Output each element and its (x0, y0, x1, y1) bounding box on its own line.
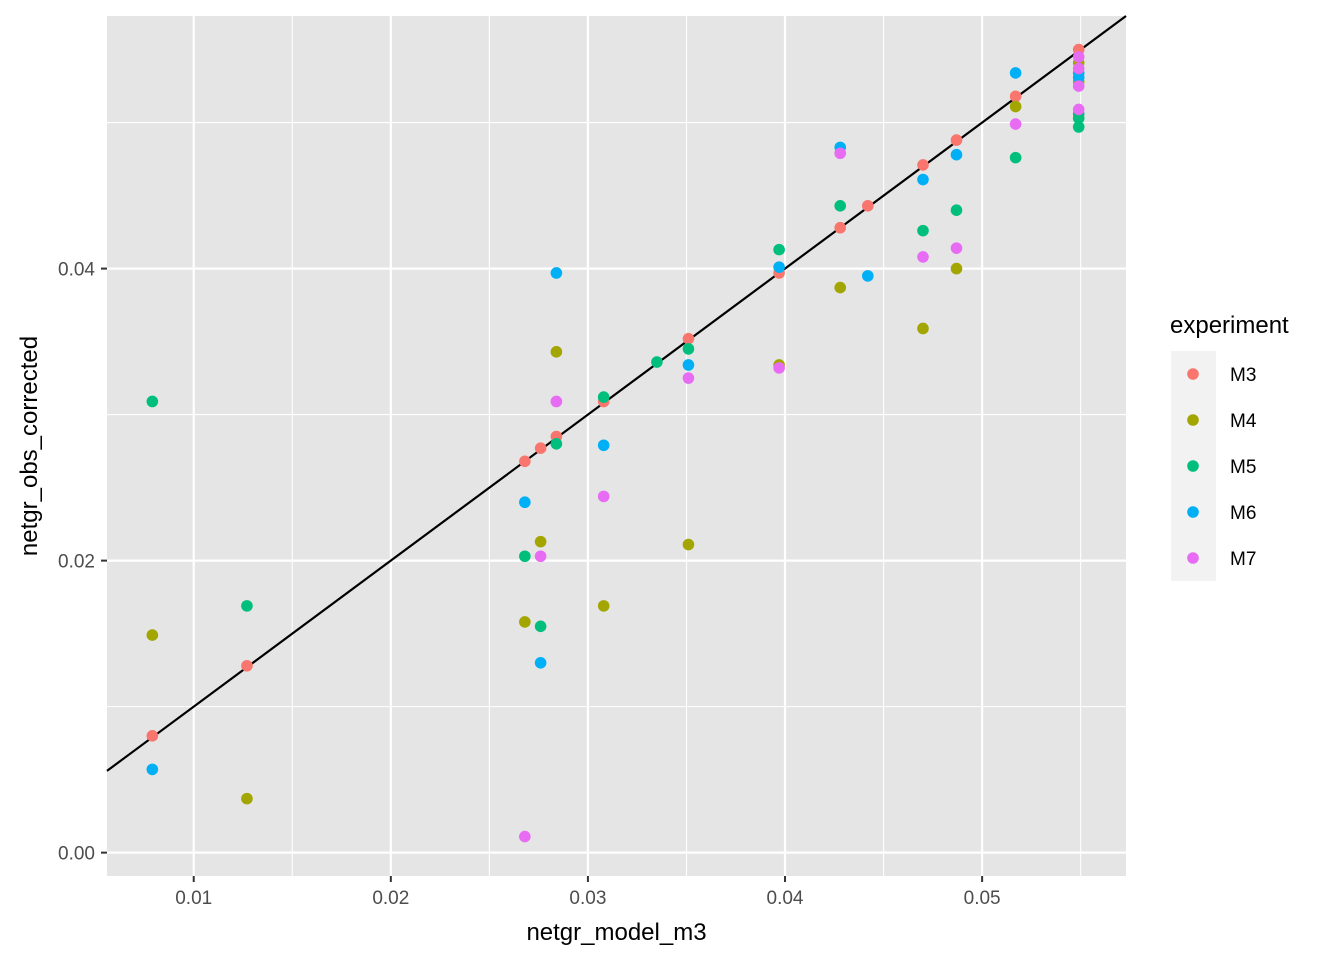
data-point-m5 (550, 438, 563, 450)
minor-gridlines (107, 16, 1126, 876)
data-point-m7 (1072, 62, 1085, 75)
plot-panel (107, 16, 1126, 876)
data-point-m5 (1009, 151, 1022, 164)
x-axis-title: netgr_model_m3 (526, 919, 706, 946)
data-point-m6 (682, 359, 695, 371)
data-point-m4 (550, 346, 563, 358)
data-point-m6 (950, 148, 963, 161)
data-point-m7 (1072, 80, 1085, 92)
data-point-m3 (950, 134, 963, 146)
data-point-m4 (834, 281, 847, 294)
data-point-m5 (146, 395, 159, 408)
data-point-m6 (146, 763, 159, 776)
legend-label-m5: M5 (1230, 457, 1256, 478)
data-points (146, 43, 1085, 843)
data-point-m4 (1009, 100, 1022, 113)
data-point-m6 (534, 657, 547, 669)
data-point-m6 (597, 439, 610, 452)
x-tick-label: 0.05 (964, 888, 1001, 909)
data-point-m5 (773, 243, 785, 256)
legend-label-m3: M3 (1230, 365, 1256, 386)
x-tick-label: 0.04 (767, 888, 804, 909)
x-axis: 0.01 0.02 0.03 0.04 0.05 (175, 876, 1001, 909)
data-point-m5 (534, 620, 547, 633)
legend: experiment M3 M4 M5 M6 M7 (1170, 312, 1289, 581)
data-point-m7 (597, 490, 610, 503)
data-point-m4 (241, 792, 253, 805)
data-point-m7 (1009, 118, 1022, 130)
data-point-m7 (1072, 51, 1085, 63)
data-point-m3 (534, 442, 547, 454)
data-point-m3 (519, 455, 531, 468)
y-axis-title: netgr_obs_corrected (16, 336, 43, 556)
legend-label-m7: M7 (1230, 549, 1256, 570)
data-point-m7 (834, 147, 847, 160)
data-point-m7 (682, 372, 695, 384)
data-point-m6 (862, 270, 874, 282)
legend-title: experiment (1170, 312, 1289, 339)
data-point-m6 (917, 173, 929, 186)
data-point-m4 (597, 600, 610, 612)
data-point-m4 (519, 616, 531, 628)
data-point-m6 (773, 261, 785, 273)
data-point-m3 (834, 221, 847, 234)
y-tick-label: 0.00 (58, 844, 95, 865)
data-point-m3 (917, 159, 929, 171)
data-point-m3 (241, 659, 253, 672)
data-point-m7 (917, 251, 929, 263)
data-point-m4 (682, 538, 695, 551)
data-point-m7 (550, 395, 563, 408)
major-gridlines (107, 16, 1126, 876)
data-point-m5 (519, 550, 531, 563)
data-point-m6 (1009, 67, 1022, 79)
data-point-m3 (146, 730, 159, 742)
data-point-m5 (597, 391, 610, 403)
legend-key-m3 (1187, 368, 1199, 380)
legend-key-m7 (1187, 552, 1199, 564)
data-point-m4 (146, 629, 159, 641)
data-point-m5 (241, 600, 253, 612)
data-point-m4 (950, 262, 963, 275)
x-tick-label: 0.03 (569, 888, 606, 909)
data-point-m4 (534, 535, 547, 548)
data-point-m4 (917, 322, 929, 335)
x-tick-label: 0.02 (372, 888, 409, 909)
data-point-m6 (519, 496, 531, 509)
data-point-m7 (519, 830, 531, 843)
data-point-m7 (950, 242, 963, 254)
data-point-m3 (862, 200, 874, 212)
data-point-m3 (682, 332, 695, 345)
data-point-m5 (834, 200, 847, 212)
y-tick-label: 0.02 (58, 552, 95, 573)
data-point-m5 (1072, 121, 1085, 133)
data-point-m5 (682, 343, 695, 355)
legend-key-m6 (1187, 506, 1199, 518)
x-tick-label: 0.01 (175, 888, 212, 909)
y-tick-label: 0.04 (58, 260, 95, 281)
legend-label-m6: M6 (1230, 503, 1256, 524)
legend-label-m4: M4 (1230, 411, 1257, 432)
data-point-m7 (773, 362, 785, 374)
data-point-m7 (534, 550, 547, 563)
data-point-m6 (550, 267, 563, 279)
data-point-m5 (651, 356, 663, 368)
legend-key-m5 (1187, 460, 1199, 472)
legend-key-m4 (1187, 414, 1199, 426)
data-point-m3 (1009, 90, 1022, 103)
y-axis: 0.00 0.02 0.04 (58, 260, 107, 865)
legend-entries: M3 M4 M5 M6 M7 (1187, 365, 1257, 570)
data-point-m5 (917, 224, 929, 237)
data-point-m7 (1072, 103, 1085, 116)
data-point-m5 (950, 204, 963, 216)
